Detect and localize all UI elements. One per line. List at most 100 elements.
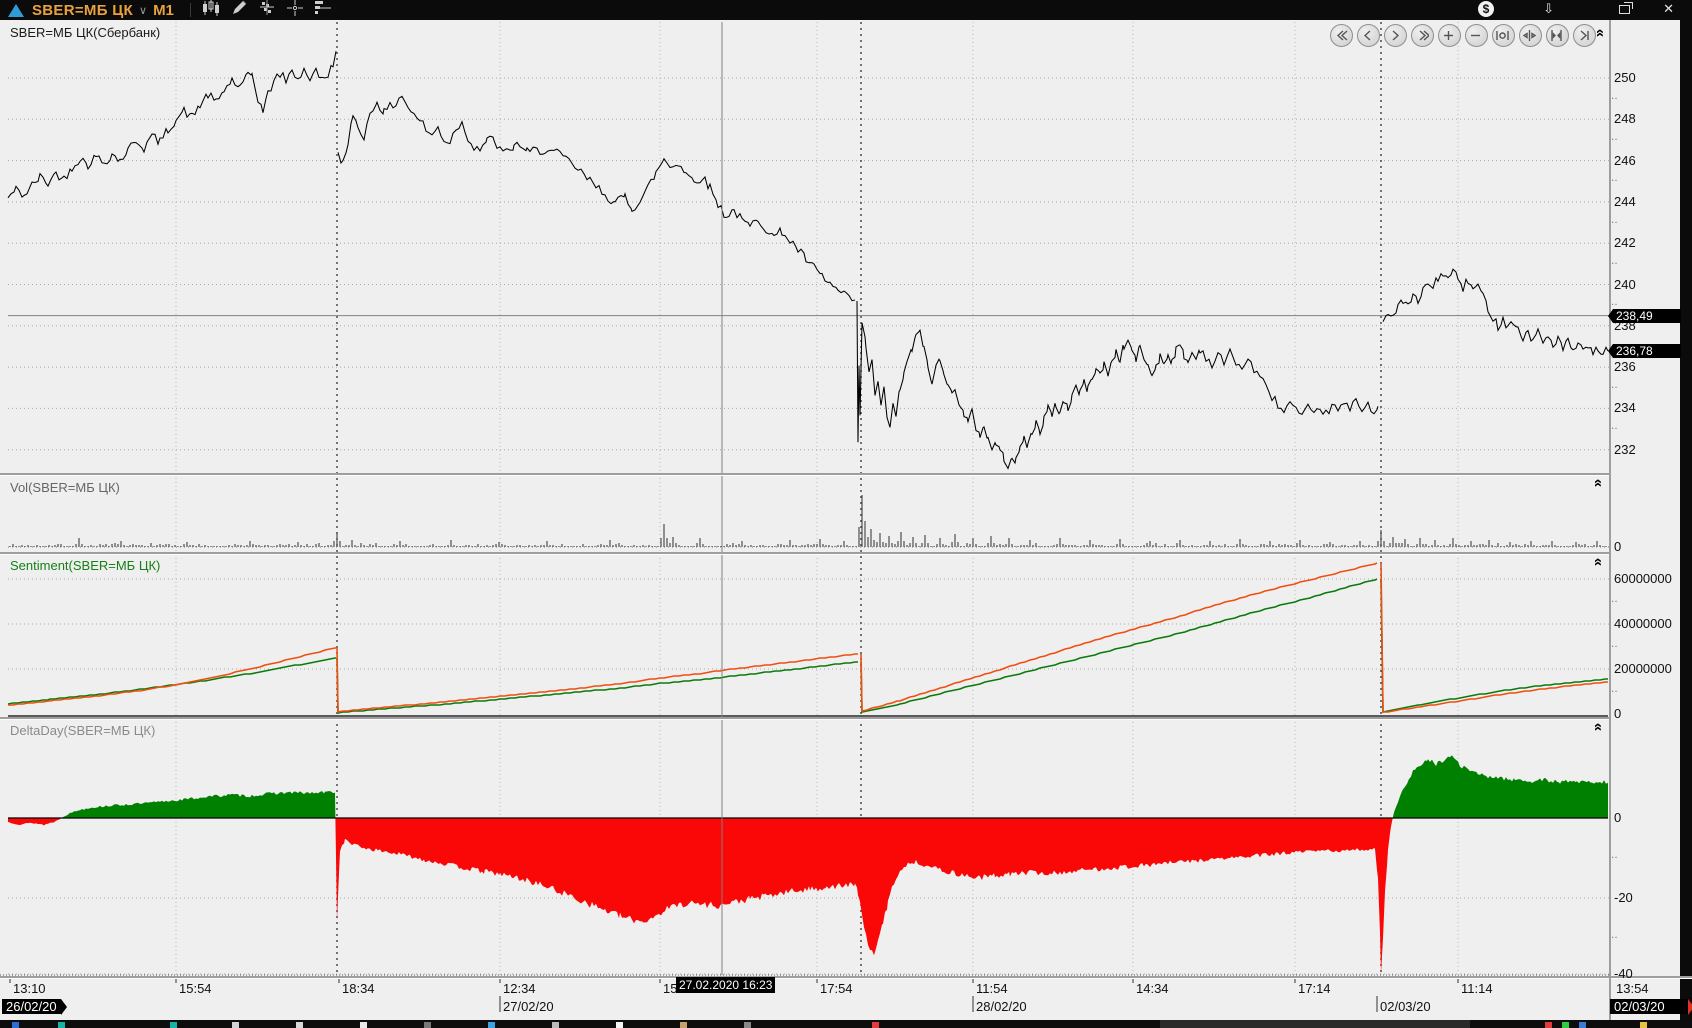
currency-button[interactable]: $ xyxy=(1478,1,1494,17)
timeframe-selector[interactable]: M1 xyxy=(153,1,174,19)
taskbar-app-icon[interactable] xyxy=(744,1022,751,1028)
restore-window-button[interactable] xyxy=(1619,5,1630,14)
close-window-button[interactable]: ✕ xyxy=(1663,1,1674,16)
time-axis-label: 13:54 xyxy=(1616,981,1649,996)
os-taskbar[interactable] xyxy=(0,1020,1692,1028)
chart-style-button-icon[interactable] xyxy=(199,0,223,17)
taskbar-app-icon[interactable] xyxy=(1640,1022,1647,1028)
sentiment-axis-label: 40000000 xyxy=(1614,616,1672,631)
volume-axis-label: 0 xyxy=(1614,539,1622,554)
delta-axis-label: -40 xyxy=(1614,966,1633,981)
taskbar-app-icon[interactable] xyxy=(296,1022,303,1028)
last-price-tag: 236,78 xyxy=(1608,344,1681,358)
price-axis-label: 246 xyxy=(1614,152,1636,168)
price-axis-label: 242 xyxy=(1614,235,1636,251)
price-axis-label: 236 xyxy=(1614,359,1636,375)
ref-price-tag: 238,49 xyxy=(1608,309,1681,323)
date-axis-label: 27/02/20 xyxy=(503,999,554,1014)
date-axis-label: 28/02/20 xyxy=(976,999,1027,1014)
price-axis-minor-tick: ‥ xyxy=(1611,338,1619,349)
collapse-sentiment-panel-button[interactable]: « xyxy=(1590,557,1608,567)
zoom-out-button[interactable] xyxy=(1464,24,1488,47)
panel-separator[interactable] xyxy=(0,552,1610,555)
crosshair-button-icon[interactable] xyxy=(283,0,307,17)
price-axis-label: 232 xyxy=(1614,441,1636,457)
end-date-tag: 02/03/20 xyxy=(1610,999,1692,1015)
delta-axis-minor-tick: ‥ xyxy=(1611,850,1619,861)
price-axis-minor-tick: ‥ xyxy=(1611,297,1619,309)
instrument-selector[interactable]: SBER=МБ ЦК xyxy=(32,1,133,19)
taskbar-app-icon[interactable] xyxy=(12,1022,19,1028)
time-axis-label: 11:54 xyxy=(976,981,1008,996)
scroll-left-button[interactable] xyxy=(1356,24,1380,47)
delta-panel-title: DeltaDay(SBER=МБ ЦК) xyxy=(10,723,156,738)
zoom-in-button[interactable] xyxy=(1437,24,1461,47)
price-axis-minor-tick: ‥ xyxy=(1611,131,1619,143)
price-axis-minor-tick: ‥ xyxy=(1611,90,1619,102)
sentiment-axis-minor-tick: ‥ xyxy=(1611,683,1619,695)
toolbar-divider xyxy=(189,3,191,17)
time-axis-label: 13:10 xyxy=(13,981,46,996)
taskbar-app-icon[interactable] xyxy=(616,1022,623,1028)
taskbar-app-icon[interactable] xyxy=(360,1022,367,1028)
price-axis-label: 248 xyxy=(1614,111,1636,127)
taskbar-active-app[interactable] xyxy=(1160,1020,1470,1028)
scroll-right-button[interactable] xyxy=(1383,24,1407,47)
collapse-price-panel-button[interactable]: « xyxy=(1592,28,1610,38)
time-axis-label: 12:34 xyxy=(503,981,536,996)
time-axis-label: 17:54 xyxy=(820,981,853,996)
panel-separator[interactable] xyxy=(0,717,1610,720)
window-buttons: $ ⇩ ✕ xyxy=(1432,0,1692,20)
taskbar-app-icon[interactable] xyxy=(872,1022,879,1028)
levels-button-icon[interactable] xyxy=(311,0,335,17)
cluster-chart-button-icon[interactable] xyxy=(255,0,279,17)
taskbar-app-icon[interactable] xyxy=(1562,1022,1569,1028)
time-axis-border xyxy=(0,976,1692,979)
taskbar-app-icon[interactable] xyxy=(1545,1022,1552,1028)
collapse-volume-panel-button[interactable]: « xyxy=(1590,478,1608,488)
draw-tools-button-icon[interactable] xyxy=(227,0,251,17)
scroll-last-button[interactable] xyxy=(1410,24,1434,47)
taskbar-app-icon[interactable] xyxy=(488,1022,495,1028)
compress-scale-button[interactable] xyxy=(1518,24,1542,47)
scroll-first-button[interactable] xyxy=(1329,24,1353,47)
taskbar-app-icon[interactable] xyxy=(1579,1022,1586,1028)
delta-axis-minor-tick: ‥ xyxy=(1611,930,1619,941)
taskbar-app-icon[interactable] xyxy=(424,1022,431,1028)
price-axis-label: 244 xyxy=(1614,193,1636,209)
expand-scale-button[interactable] xyxy=(1545,24,1569,47)
taskbar-app-icon[interactable] xyxy=(170,1022,177,1028)
sentiment-axis-label: 60000000 xyxy=(1614,571,1672,586)
delta-axis-label: 0 xyxy=(1614,810,1622,825)
taskbar-app-icon[interactable] xyxy=(680,1022,687,1028)
price-axis-label: 234 xyxy=(1614,400,1636,416)
sentiment-axis-minor-tick: ‥ xyxy=(1611,638,1619,650)
zoom-select-button[interactable] xyxy=(1491,24,1515,47)
sentiment-axis-label: 0 xyxy=(1614,706,1622,721)
volume-panel-title: Vol(SBER=МБ ЦК) xyxy=(10,480,120,495)
chevron-down-icon[interactable]: ∨ xyxy=(139,4,148,17)
window-edge xyxy=(1680,20,1692,1020)
delta-axis-label: -20 xyxy=(1614,890,1633,905)
price-axis-minor-tick: ‥ xyxy=(1611,421,1619,433)
sentiment-axis-minor-tick: ‥ xyxy=(1611,593,1619,605)
time-axis-label: 17:14 xyxy=(1298,981,1331,996)
collapse-delta-panel-button[interactable]: « xyxy=(1590,722,1608,732)
taskbar-app-icon[interactable] xyxy=(552,1022,559,1028)
taskbar-app-icon[interactable] xyxy=(58,1022,65,1028)
price-axis-label: 250 xyxy=(1614,70,1636,85)
price-axis-border[interactable] xyxy=(1609,20,1611,1020)
time-axis-label: 15:54 xyxy=(179,981,212,996)
panel-separator[interactable] xyxy=(0,473,1610,476)
price-panel-title: SBER=МБ ЦК(Сбербанк) xyxy=(10,25,161,40)
taskbar-app-icon[interactable] xyxy=(232,1022,239,1028)
window-titlebar: SBER=МБ ЦК ∨ M1 $ ⇩ ✕ xyxy=(0,0,1692,20)
time-axis-label: 14:34 xyxy=(1136,981,1169,996)
download-button[interactable]: ⇩ xyxy=(1543,1,1554,16)
time-axis-label: 11:14 xyxy=(1461,981,1493,996)
sentiment-axis-label: 20000000 xyxy=(1614,661,1672,676)
price-axis-minor-tick: ‥ xyxy=(1611,214,1619,226)
goto-end-button[interactable] xyxy=(1572,24,1596,47)
